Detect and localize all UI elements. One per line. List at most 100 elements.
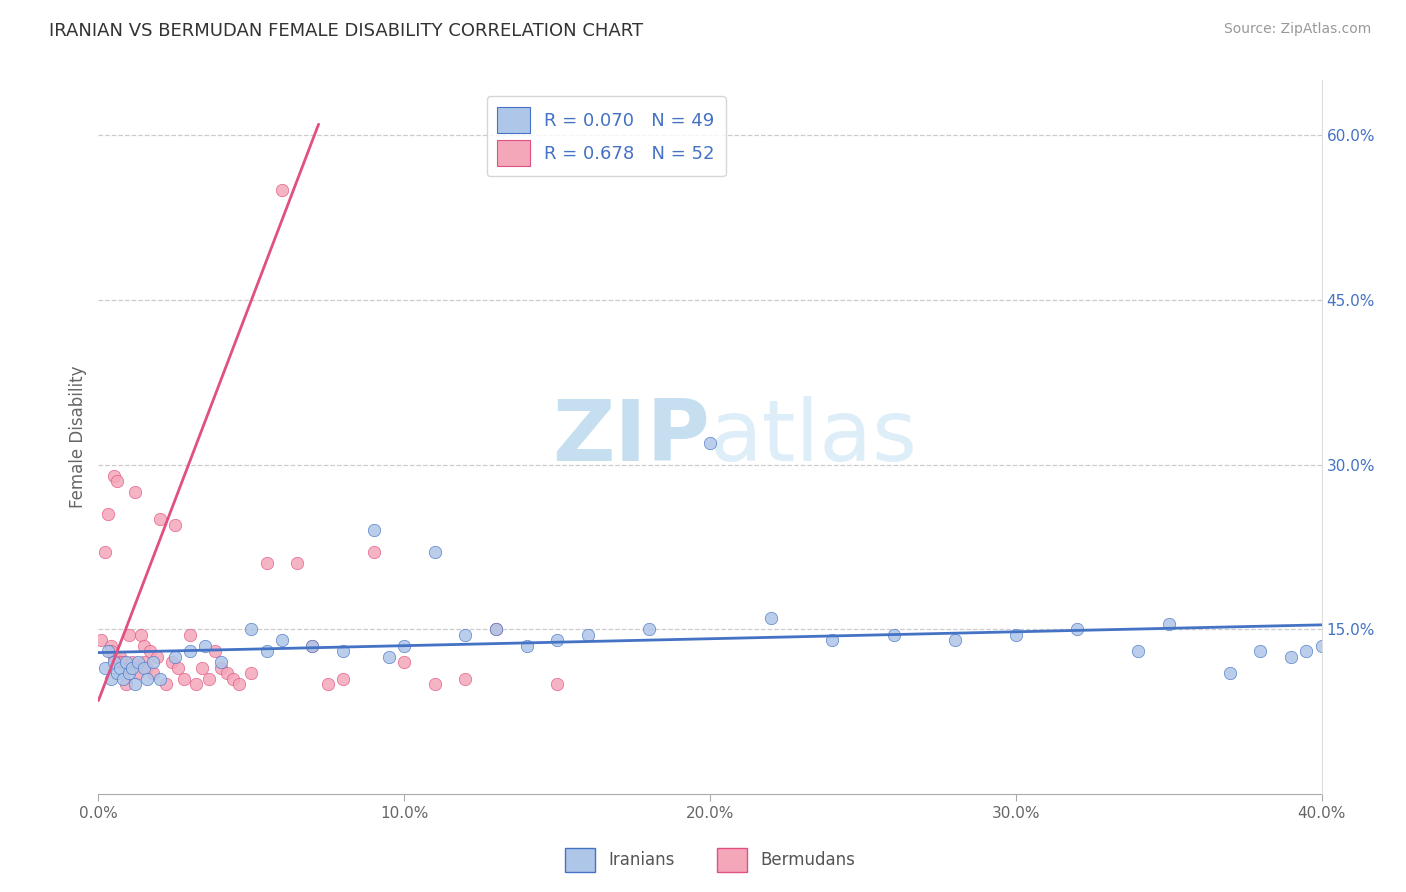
Point [392,639,416,653]
Point [883,628,905,642]
Point [256,557,278,571]
Point [1157,616,1180,631]
Text: Source: ZipAtlas.com: Source: ZipAtlas.com [1223,22,1371,37]
Point [332,644,354,658]
Point [1128,644,1150,658]
Point [111,655,134,669]
Point [332,672,354,686]
Point [240,622,263,636]
Point [1279,649,1302,664]
Point [127,666,149,681]
Point [423,545,446,559]
Point [546,633,568,648]
Point [256,644,278,658]
Legend: Iranians, Bermudans: Iranians, Bermudans [558,841,862,879]
Point [115,677,138,691]
Point [142,655,165,669]
Point [124,677,146,691]
Point [139,644,162,658]
Point [209,655,232,669]
Point [301,639,323,653]
Point [454,628,477,642]
Point [103,468,125,483]
Point [100,644,122,658]
Point [423,677,446,691]
Point [240,666,263,681]
Point [699,435,721,450]
Point [301,639,323,653]
Point [363,524,385,538]
Point [105,474,128,488]
Text: ZIP: ZIP [553,395,710,479]
Point [127,655,149,669]
Point [378,649,401,664]
Point [118,660,141,674]
Point [97,507,120,521]
Point [167,660,190,674]
Point [576,628,599,642]
Point [637,622,661,636]
Point [124,485,146,500]
Text: IRANIAN VS BERMUDAN FEMALE DISABILITY CORRELATION CHART: IRANIAN VS BERMUDAN FEMALE DISABILITY CO… [49,22,644,40]
Point [1310,639,1333,653]
Point [100,672,122,686]
Point [363,545,385,559]
Point [155,677,177,691]
Point [1219,666,1241,681]
Point [194,639,217,653]
Point [163,649,186,664]
Point [160,655,183,669]
Point [821,633,844,648]
Point [316,677,339,691]
Point [285,557,308,571]
Point [93,545,115,559]
Point [108,655,131,669]
Point [209,660,232,674]
Point [1249,644,1271,658]
Point [204,644,226,658]
Text: atlas: atlas [710,395,918,479]
Point [1004,628,1026,642]
Point [485,622,508,636]
Point [149,512,172,526]
Point [108,649,131,664]
Point [97,644,120,658]
Point [186,677,208,691]
Point [100,639,122,653]
Point [179,644,201,658]
Point [115,655,138,669]
Point [1295,644,1317,658]
Point [103,649,125,664]
Point [136,672,159,686]
Point [134,655,156,669]
Point [111,672,134,686]
Point [108,660,131,674]
Point [454,672,477,686]
Point [228,677,250,691]
Point [759,611,782,625]
Point [134,660,156,674]
Point [90,633,112,648]
Point [222,672,245,686]
Point [103,655,125,669]
Point [118,628,141,642]
Point [270,633,292,648]
Point [129,628,152,642]
Point [136,660,159,674]
Point [270,183,292,197]
Point [485,622,508,636]
Point [121,660,143,674]
Point [179,628,201,642]
Point [142,666,165,681]
Point [163,517,186,532]
Y-axis label: Female Disability: Female Disability [69,366,87,508]
Point [516,639,538,653]
Point [1066,622,1088,636]
Point [173,672,195,686]
Point [105,666,128,681]
Point [546,677,568,691]
Point [215,666,238,681]
Point [118,666,141,681]
Point [93,660,115,674]
Point [392,655,416,669]
